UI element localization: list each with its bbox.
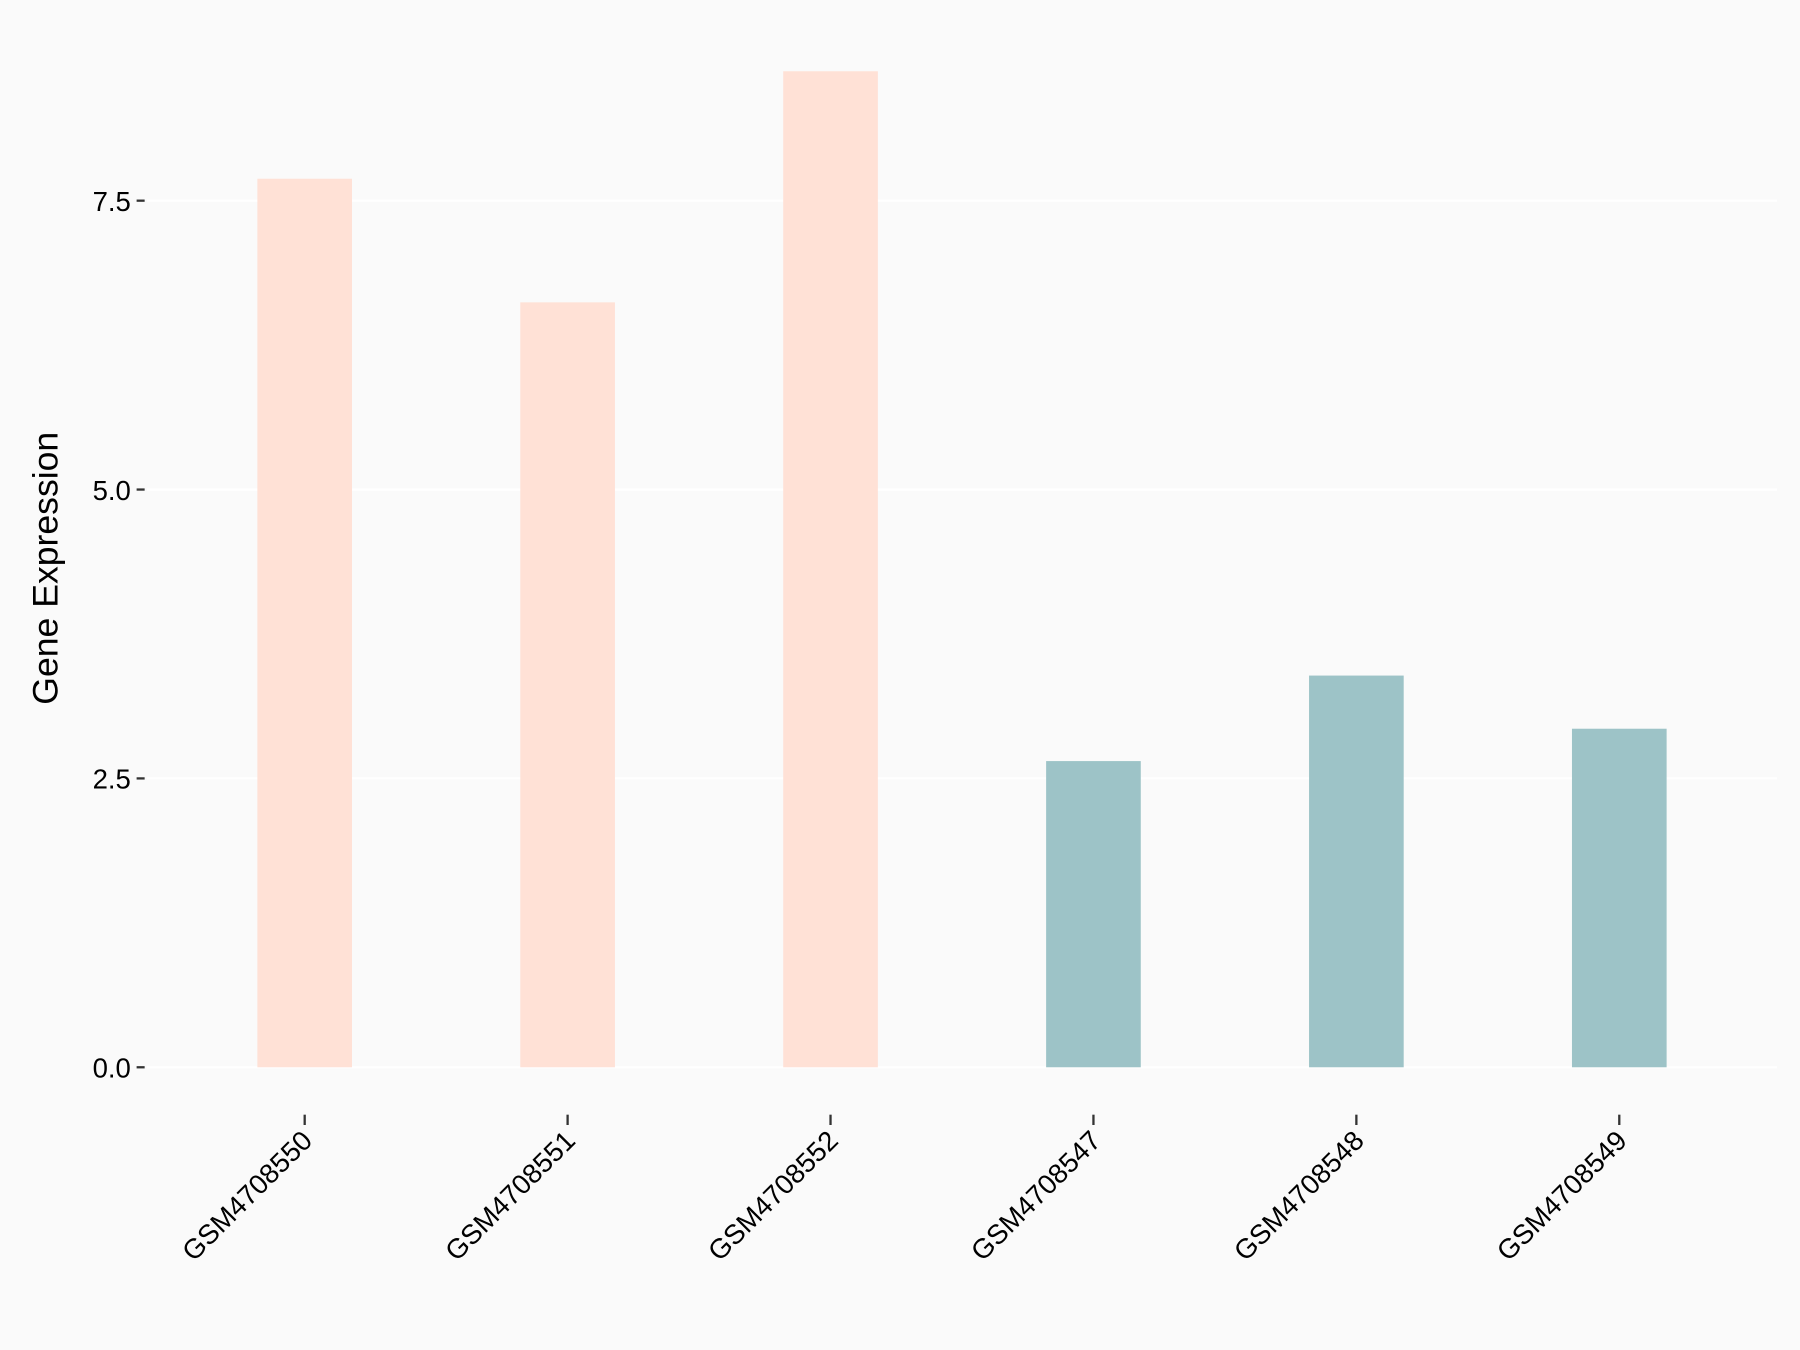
y-axis-title: Gene Expression — [25, 432, 65, 705]
y-tick-label: 0.0 — [93, 1053, 131, 1084]
bar — [1046, 761, 1141, 1068]
bar — [1309, 675, 1404, 1068]
bar — [1571, 728, 1667, 1068]
y-tick-label: 5.0 — [93, 475, 131, 506]
y-tick-label: 7.5 — [93, 186, 131, 217]
bar — [520, 302, 615, 1068]
bar — [257, 178, 353, 1068]
bar — [783, 71, 878, 1068]
y-tick-label: 2.5 — [93, 764, 131, 795]
